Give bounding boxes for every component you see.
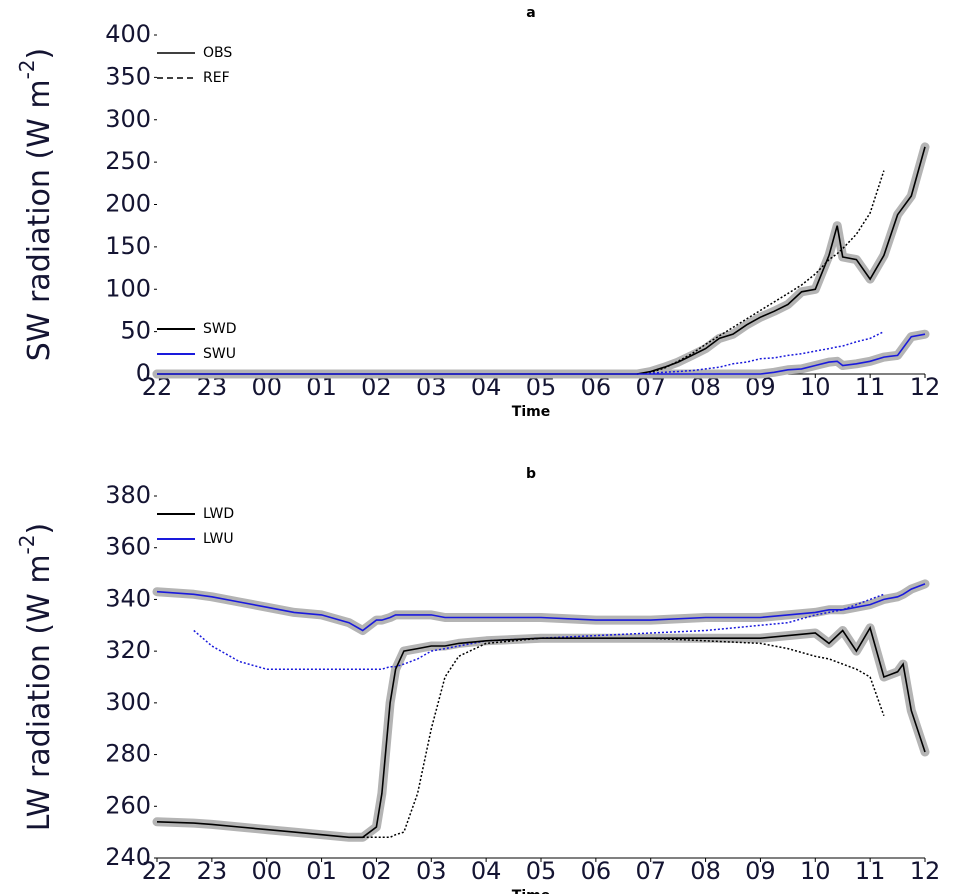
uncertainty-halo [152, 142, 930, 379]
ref-line [362, 637, 885, 839]
y-tick-label: 340 [105, 584, 151, 612]
y-tick-label: 280 [105, 740, 151, 768]
panel-title: b [526, 466, 536, 482]
y-tick-label: 260 [105, 791, 151, 819]
uncertainty-halo [152, 623, 930, 842]
y-axis-label-part: -2 [15, 534, 39, 554]
y-tick-label: 300 [105, 688, 151, 716]
legend-label: OBS [203, 45, 232, 61]
legend-label: LWU [203, 531, 234, 547]
y-axis-label-part: -2 [15, 59, 39, 79]
obs-line [157, 333, 926, 375]
obs-line [157, 146, 926, 375]
ref-line [193, 593, 885, 670]
ref-line [636, 170, 885, 375]
uncertainty-halo [152, 329, 930, 379]
y-tick-label: 320 [105, 636, 151, 664]
panel-title: a [526, 5, 535, 21]
y-tick-label: 250 [105, 147, 151, 175]
y-axis-label: LW radiation (W m-2) [15, 523, 57, 831]
y-tick-label: 350 [105, 62, 151, 90]
y-tick-label: 50 [120, 317, 151, 345]
y-tick-label: 240 [105, 843, 151, 871]
y-tick-label: 0 [136, 359, 151, 387]
x-axis-label: Time [512, 404, 550, 420]
y-axis-label-part: ) [22, 523, 57, 535]
y-tick-label: 100 [105, 274, 151, 302]
y-tick-label: 200 [105, 190, 151, 218]
y-axis-label: SW radiation (W m-2) [15, 48, 57, 362]
obs-line [156, 625, 926, 839]
y-axis-label-part: ) [22, 48, 57, 60]
y-axis-label-part: LW radiation (W m [22, 554, 57, 831]
legend-label: SWU [203, 346, 236, 362]
y-tick-label: 360 [105, 533, 151, 561]
legend-label: SWD [203, 321, 237, 337]
legend-label: LWD [203, 506, 234, 522]
legend-label: REF [203, 70, 230, 86]
x-axis-label: Time [512, 888, 550, 894]
y-tick-label: 150 [105, 232, 151, 260]
y-tick-label: 300 [105, 105, 151, 133]
uncertainty-halo [152, 579, 930, 635]
y-tick-label: 380 [105, 481, 151, 509]
obs-line [156, 583, 926, 632]
y-axis-label-part: SW radiation (W m [22, 79, 57, 361]
y-tick-label: 400 [105, 20, 151, 48]
